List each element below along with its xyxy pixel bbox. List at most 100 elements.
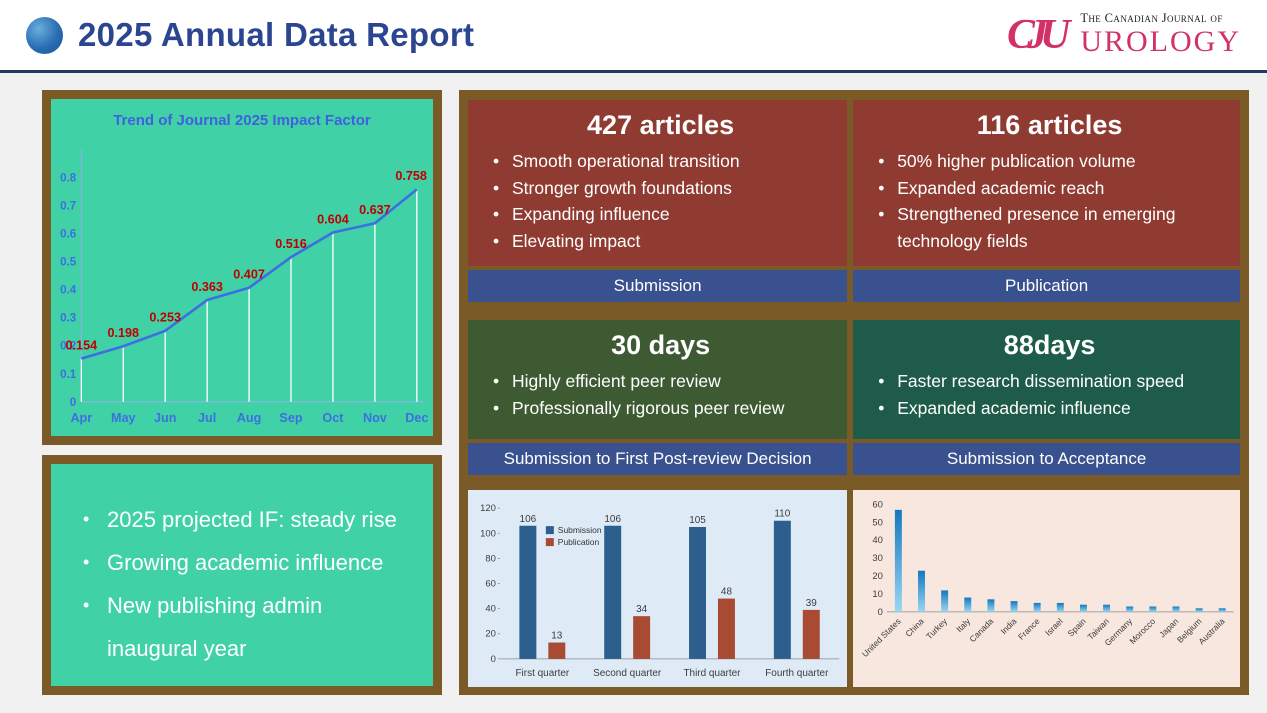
card-bullet: Highly efficient peer review (488, 368, 833, 395)
svg-text:Submission: Submission (558, 525, 602, 535)
svg-text:Publication: Publication (558, 537, 600, 547)
svg-text:48: 48 (721, 587, 733, 598)
svg-text:110: 110 (774, 509, 790, 520)
svg-text:Nov: Nov (363, 411, 387, 425)
impact-factor-panel: Trend of Journal 2025 Impact Factor 0 0.1… (42, 90, 442, 445)
journal-logo-text: The Canadian Journal of UROLOGY (1080, 12, 1241, 58)
svg-text:Morocco: Morocco (1127, 616, 1157, 646)
review-time-card-body: 30 days Highly efficient peer review Pro… (468, 320, 848, 439)
highlights-panel: 2025 projected IF: steady rise Growing a… (42, 455, 442, 695)
card-bullet: Elevating impact (488, 228, 833, 255)
impact-chart-title: Trend of Journal 2025 Impact Factor (113, 112, 371, 129)
svg-text:0.253: 0.253 (149, 311, 181, 325)
svg-text:0.6: 0.6 (60, 228, 77, 241)
svg-text:Second quarter: Second quarter (593, 668, 662, 679)
page-title: 2025 Annual Data Report (78, 16, 475, 53)
svg-text:0.516: 0.516 (275, 237, 307, 251)
card-bullet: Smooth operational transition (488, 148, 833, 175)
acceptance-time-bullets: Faster research dissemination speed Expa… (873, 368, 1226, 421)
svg-text:10: 10 (873, 589, 884, 600)
svg-text:0.1: 0.1 (60, 368, 77, 381)
svg-text:China: China (903, 616, 926, 639)
card-bullet: 50% higher publication volume (873, 148, 1226, 175)
svg-text:40: 40 (485, 604, 496, 615)
svg-text:Third quarter: Third quarter (683, 668, 741, 679)
svg-text:0.2: 0.2 (60, 340, 76, 353)
svg-text:Australia: Australia (1197, 616, 1228, 647)
svg-text:France: France (1016, 616, 1042, 642)
metrics-panel: 427 articles Smooth operational transiti… (459, 90, 1249, 695)
svg-text:0.8: 0.8 (60, 172, 77, 185)
header: 2025 Annual Data Report CJU The Canadian… (0, 0, 1267, 70)
review-time-card: 30 days Highly efficient peer review Pro… (468, 320, 848, 475)
highlight-bullet: New publishing admin inaugural year (79, 584, 415, 670)
acceptance-time-card: 88days Faster research dissemination spe… (853, 320, 1240, 475)
submission-card: 427 articles Smooth operational transiti… (468, 100, 848, 302)
review-time-value: 30 days (611, 330, 711, 360)
submission-bullets: Smooth operational transition Stronger g… (488, 148, 833, 254)
svg-text:0: 0 (878, 607, 883, 618)
svg-text:13: 13 (551, 631, 563, 642)
review-time-card-label: Submission to First Post-review Decision (468, 443, 848, 475)
svg-text:Apr: Apr (70, 411, 92, 425)
svg-text:Jul: Jul (198, 411, 216, 425)
quarterly-chart-container: 0 20 40 60 80 100 120 106 13 First quarter 106 34 Se… (468, 490, 848, 687)
svg-text:Aug: Aug (237, 411, 262, 425)
svg-text:60: 60 (485, 579, 496, 590)
publication-card-body: 116 articles 50% higher publication volu… (853, 100, 1240, 266)
highlight-bullet: 2025 projected IF: steady rise (79, 498, 415, 541)
submission-count: 427 articles (587, 110, 735, 140)
svg-text:106: 106 (520, 514, 537, 525)
report-dot-icon (26, 16, 63, 54)
svg-text:60: 60 (873, 499, 884, 510)
svg-text:0.198: 0.198 (107, 326, 139, 340)
svg-text:0.407: 0.407 (233, 268, 265, 282)
svg-text:0.637: 0.637 (359, 203, 391, 217)
svg-text:0.154: 0.154 (66, 339, 98, 353)
svg-text:120: 120 (480, 503, 496, 514)
svg-text:50: 50 (873, 517, 884, 528)
card-bullet: Expanded academic influence (873, 395, 1226, 422)
svg-text:39: 39 (806, 598, 818, 609)
publication-bullets: 50% higher publication volume Expanded a… (873, 148, 1226, 254)
svg-text:100: 100 (480, 528, 496, 539)
impact-factor-panel-inner: Trend of Journal 2025 Impact Factor 0 0.1… (51, 99, 433, 436)
svg-text:0.604: 0.604 (317, 212, 349, 226)
left-column: Trend of Journal 2025 Impact Factor 0 0.1… (42, 90, 442, 695)
svg-text:0: 0 (70, 396, 76, 409)
svg-text:Jun: Jun (154, 411, 176, 425)
country-chart-container: 0 10 20 30 40 50 60 United States China Turkey Ita… (853, 490, 1240, 687)
card-bullet: Professionally rigorous peer review (488, 395, 833, 422)
bottom-charts-row: 0 20 40 60 80 100 120 106 13 First quarter 106 34 Se… (468, 490, 1240, 687)
publication-card-label: Publication (853, 270, 1240, 302)
svg-text:Canada: Canada (968, 616, 996, 644)
svg-text:0.4: 0.4 (60, 284, 77, 297)
svg-text:United States: United States (860, 616, 903, 659)
header-left: 2025 Annual Data Report (26, 16, 474, 54)
quarterly-bar-chart: 0 20 40 60 80 100 120 106 13 First quarter 106 34 Se… (480, 503, 840, 679)
journal-name-main: UROLOGY (1080, 24, 1241, 58)
svg-text:0.363: 0.363 (191, 280, 223, 294)
main-content: Trend of Journal 2025 Impact Factor 0 0.1… (0, 73, 1267, 695)
journal-name-top: The Canadian Journal of (1080, 11, 1223, 26)
svg-text:First quarter: First quarter (515, 668, 569, 679)
publication-card: 116 articles 50% higher publication volu… (853, 100, 1240, 302)
svg-text:Israel: Israel (1043, 616, 1065, 638)
submission-card-label: Submission (468, 270, 848, 302)
svg-text:May: May (111, 411, 136, 425)
publication-count: 116 articles (976, 110, 1123, 140)
svg-text:0.5: 0.5 (60, 256, 77, 269)
highlights-list: 2025 projected IF: steady rise Growing a… (79, 498, 415, 670)
svg-text:0.7: 0.7 (60, 200, 76, 213)
svg-text:India: India (999, 616, 1019, 636)
svg-text:Turkey: Turkey (924, 616, 950, 642)
svg-text:20: 20 (873, 571, 884, 582)
journal-logo: CJU The Canadian Journal of UROLOGY (1007, 12, 1241, 58)
card-bullet: Expanding influence (488, 201, 833, 228)
card-bullet: Faster research dissemination speed (873, 368, 1226, 395)
svg-text:0.3: 0.3 (60, 312, 77, 325)
impact-factor-line-chart: 0 0.1 0.2 0.3 0.4 0.5 0.6 0.7 0.8 0.154 0.198 0.253… (60, 149, 428, 425)
svg-text:106: 106 (604, 514, 621, 525)
svg-text:Oct: Oct (322, 411, 344, 425)
